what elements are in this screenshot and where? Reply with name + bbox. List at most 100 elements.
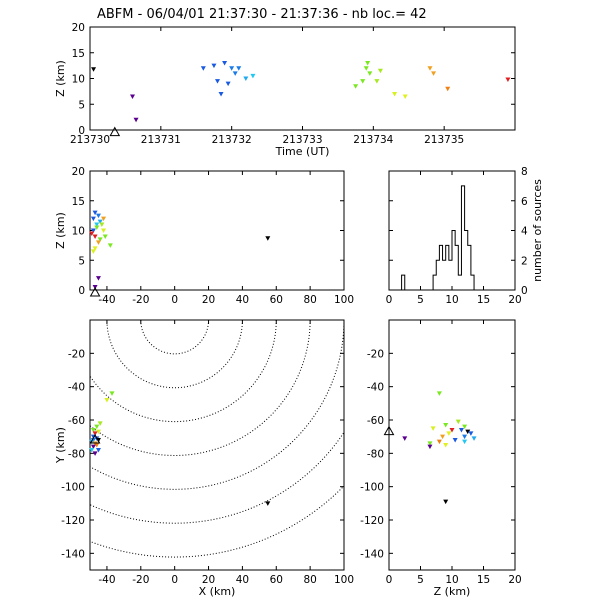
y-tick-label: -80 [367,448,384,460]
data-point [222,61,228,66]
y-axis-label: Y (km) [54,427,67,464]
data-point [430,426,436,431]
y-tick-label: 10 [72,226,85,238]
y-axis-label: Z (km) [54,212,67,249]
data-point [471,436,477,441]
range-ring [90,485,344,558]
data-point [90,216,96,222]
x-tick-label: 15 [477,294,490,306]
data-point [462,434,468,440]
y-tick-label: 4 [521,226,528,238]
data-point [200,66,206,71]
x-tick-label: 213732 [212,134,252,146]
x-tick-label: -40 [98,574,115,586]
x-tick-label: 15 [477,574,490,586]
station-triangle [89,286,101,297]
y-tick-label: 15 [72,196,85,208]
station-triangle [89,433,101,444]
y-tick-label: 20 [72,22,85,34]
data-point [211,63,217,69]
data-point [94,222,100,228]
x-tick-label: 5 [417,294,424,306]
data-point [236,66,242,71]
y-tick-label: 15 [72,48,85,60]
histogram-step-line [389,185,515,291]
x-tick-label: 20 [202,294,215,306]
data-point [89,448,95,453]
time_height-panel: 213730 213731 213732 213733 213734 213735 0 5 10… [54,22,516,158]
data-point [102,234,108,239]
data-point [101,216,107,222]
y-tick-label: -20 [68,348,85,360]
data-point [97,237,103,242]
x-tick-label: 213731 [141,134,181,146]
y-tick-label: -120 [61,515,85,527]
x-tick-label: 20 [202,574,215,586]
y-tick-label: 8 [521,166,528,178]
data-point [505,77,511,83]
data-point [392,91,398,97]
y-tick-label: 20 [72,166,85,178]
data-point [440,434,446,440]
data-point [229,66,235,71]
x-tick-label: 213735 [424,134,464,146]
x-tick-label: 0 [386,574,393,586]
data-point [431,71,437,76]
data-point [446,431,452,436]
x-tick-label: -20 [132,294,149,306]
data-point [91,67,97,72]
data-point [436,439,442,445]
y-tick-label: -100 [61,482,85,494]
data-point [95,213,101,219]
x-tick-label: 20 [508,294,521,306]
data-point [232,71,238,76]
data-point [452,438,458,443]
data-point [427,441,433,446]
data-point [443,423,449,428]
y-axis-label: Z (km) [54,60,67,97]
y-tick-label: 0 [521,285,528,297]
data-point [92,234,98,239]
x-tick-label: 80 [303,294,316,306]
y-tick-label: -40 [68,382,85,394]
data-point [95,448,101,453]
data-point [365,61,371,66]
data-point [97,219,103,225]
data-point [436,391,442,396]
y-axis-label: number of sources [531,179,544,282]
data-point [458,428,464,433]
x-tick-label: 20 [508,574,521,586]
data-point [353,84,359,89]
data-point [94,424,100,430]
x-tick-label: 40 [236,574,249,586]
data-point [107,243,113,248]
plan_view-frame [89,319,345,571]
data-point [90,444,96,450]
data-point [449,428,455,433]
data-point [468,431,474,436]
y-tick-label: 5 [78,255,85,267]
station-triangle [109,126,121,137]
data-point [363,66,369,71]
data-point [92,210,98,216]
y-tick-label: -120 [360,515,384,527]
x-tick-label: 60 [270,294,283,306]
time_height-frame [89,26,516,131]
y-tick-label: -140 [61,548,85,560]
data-point [92,246,98,251]
y-tick-label: -60 [68,415,85,427]
x_height-frame [89,170,345,291]
data-point [95,276,101,281]
data-point [90,428,96,433]
data-point [462,424,468,430]
x-tick-label: 60 [270,574,283,586]
data-point [90,249,96,254]
data-point [90,228,96,233]
data-point [97,421,103,426]
y-tick-label: -80 [68,448,85,460]
x-axis-label: X (km) [199,585,236,598]
x-tick-label: -40 [98,294,115,306]
data-point [215,79,220,84]
data-point [377,68,383,74]
